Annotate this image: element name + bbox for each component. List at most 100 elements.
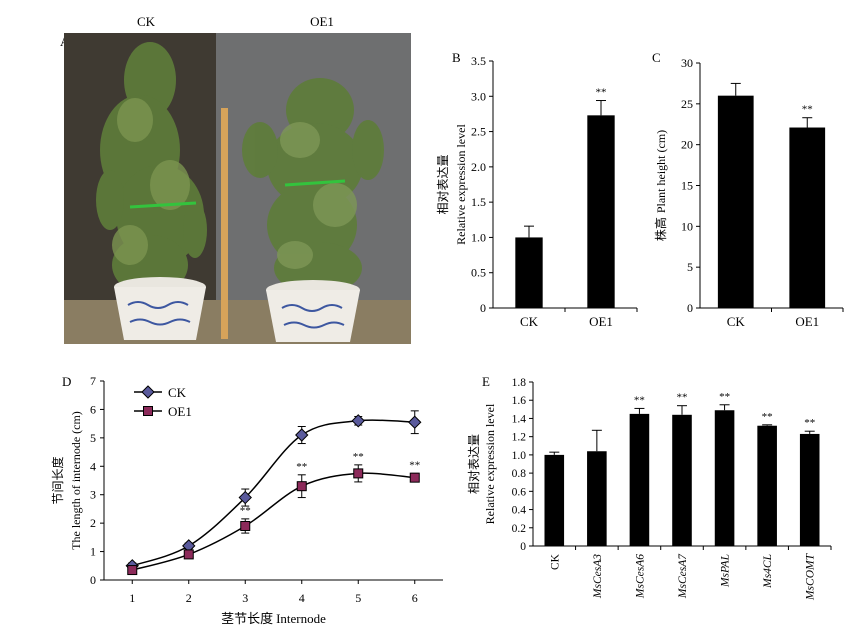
y-tick-label: 0 — [520, 541, 526, 553]
ruler — [221, 108, 228, 339]
x-tick-label: 3 — [242, 591, 248, 605]
significance-mark: ** — [353, 451, 364, 463]
y-axis-label-cn: 节间长度 — [50, 456, 65, 504]
y-tick-label: 1.0 — [471, 230, 486, 244]
x-axis-label: Internode — [276, 611, 326, 626]
data-point-oe1 — [296, 481, 307, 492]
y-tick-label: 3.0 — [471, 89, 486, 103]
significance-mark: ** — [762, 411, 773, 423]
y-axis-label: Relative expression level — [483, 403, 497, 524]
bar — [714, 410, 735, 546]
series-line-ck — [132, 419, 415, 567]
x-tick-label: 6 — [412, 591, 418, 605]
y-tick-label: 4 — [90, 459, 96, 473]
panel-letter: D — [62, 374, 71, 389]
y-tick-label: 0.8 — [512, 468, 527, 480]
y-tick-label: 5 — [90, 431, 96, 445]
panel-b-chart: B 0 0.5 1.0 1.5 2.0 2.5 3.0 3.5 CK ** OE1 相对表达量 Relat… — [436, 50, 638, 329]
bar — [717, 95, 754, 309]
x-tick-label: 4 — [299, 591, 305, 605]
y-axis-label-cn: 相对表达量 — [436, 154, 450, 214]
x-category-label: CK — [520, 314, 539, 329]
significance-mark: ** — [677, 392, 688, 404]
x-category-label: CK — [549, 553, 561, 570]
y-tick-label: 1 — [90, 545, 96, 559]
oe1-pot — [266, 280, 360, 342]
y-tick-label: 30 — [681, 56, 693, 70]
x-category-label: OE1 — [795, 314, 819, 329]
y-tick-label: 1.8 — [512, 377, 527, 389]
x-category-label: CK — [727, 314, 746, 329]
data-point-ck — [408, 415, 422, 429]
data-point-ck — [295, 428, 309, 442]
y-axis-label-cn: 株高 — [653, 217, 668, 241]
y-tick-label: 3.5 — [471, 54, 486, 68]
y-tick-label: 15 — [681, 179, 693, 193]
y-tick-label: 0 — [687, 301, 693, 315]
y-tick-label: 2 — [90, 516, 96, 530]
bar — [789, 127, 826, 309]
x-category-label: Ms4CL — [762, 554, 774, 589]
y-tick-label: 1.5 — [471, 195, 486, 209]
y-axis-label: Plant height (cm) — [654, 130, 668, 213]
photo-label-oe1: OE1 — [310, 14, 334, 29]
legend-label-oe1: OE1 — [168, 404, 192, 419]
y-tick-label: 1.6 — [512, 395, 527, 407]
significance-mark: ** — [296, 461, 307, 473]
y-tick-label: 1.4 — [512, 413, 527, 425]
y-tick-label: 3 — [90, 488, 96, 502]
significance-mark: ** — [409, 459, 420, 471]
x-category-label: OE1 — [589, 314, 613, 329]
y-tick-label: 0 — [90, 573, 96, 587]
panel-e-chart: E 0 0.2 0.4 0.6 0.8 1.0 1.2 1.4 1.6 1.8 CK MsCesA3 **… — [467, 374, 832, 601]
y-tick-label: 6 — [90, 402, 96, 416]
panel-c-chart: C 0 5 10 15 20 25 30 CK ** OE1 株高 Plant height (cm) — [652, 50, 844, 329]
x-category-label: MsCesA3 — [592, 554, 604, 599]
panel-letter: C — [652, 50, 661, 65]
panel-letter: B — [452, 50, 461, 65]
y-axis-label-cn: 相对表达量 — [467, 434, 481, 494]
significance-mark: ** — [804, 417, 815, 429]
x-tick-label: 5 — [355, 591, 361, 605]
x-category-label: MsCOMT — [805, 552, 817, 601]
ck-pot — [114, 277, 206, 340]
y-tick-label: 2.0 — [471, 160, 486, 174]
bar — [757, 425, 777, 546]
x-tick-label: 2 — [186, 591, 192, 605]
y-axis-label: The length of internode (cm) — [69, 411, 83, 550]
plant-photo — [64, 33, 411, 344]
y-tick-label: 1.0 — [512, 450, 527, 462]
panel-letter: E — [482, 374, 490, 389]
bar — [587, 451, 607, 546]
data-point-ck — [238, 490, 252, 505]
y-axis-label-group: 株高 Plant height (cm) — [653, 130, 668, 241]
y-tick-label: 1.2 — [512, 432, 527, 444]
x-tick-label: 1 — [129, 591, 135, 605]
y-tick-label: 25 — [681, 97, 693, 111]
significance-mark: ** — [719, 391, 730, 403]
data-point-oe1 — [409, 472, 420, 483]
y-tick-label: 10 — [681, 219, 693, 233]
significance-mark: ** — [240, 505, 251, 517]
significance-mark: ** — [596, 87, 607, 99]
y-tick-label: 20 — [681, 138, 693, 152]
data-point-oe1 — [353, 468, 364, 479]
bar — [799, 433, 820, 546]
x-axis-label-group: 茎节长度 Internode — [221, 611, 326, 626]
bar — [544, 454, 565, 546]
y-tick-label: 0.6 — [512, 486, 527, 498]
x-axis-label-cn: 茎节长度 — [221, 611, 273, 626]
data-point-oe1 — [127, 565, 138, 576]
panel-d-chart: D 0 1 2 3 4 5 6 7 1 2 3 4 5 6 CK ** ** ** ** OE1 茎节长度 Internod… — [50, 374, 443, 626]
y-tick-label: 0.4 — [512, 505, 527, 517]
data-point-ck — [351, 414, 365, 428]
bar — [587, 115, 615, 308]
y-tick-label: 0 — [480, 301, 486, 315]
legend-marker — [143, 406, 153, 416]
legend-label-ck: CK — [168, 385, 187, 400]
series-line-oe1 — [132, 472, 415, 571]
y-tick-label: 0.5 — [471, 266, 486, 280]
x-category-label: MsCesA7 — [677, 553, 689, 599]
data-point-oe1 — [183, 549, 194, 560]
